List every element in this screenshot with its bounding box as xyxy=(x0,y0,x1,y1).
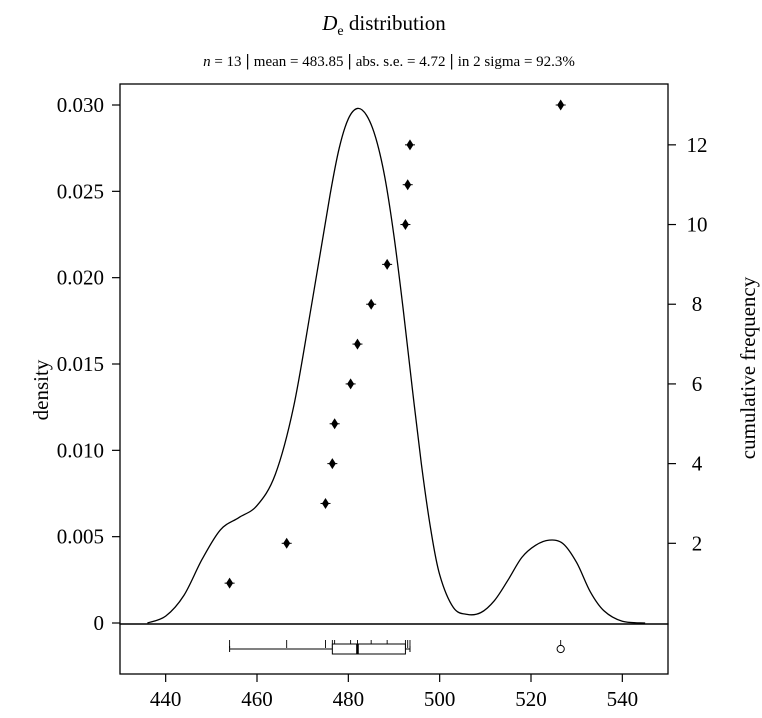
cumulative-point xyxy=(400,219,411,231)
cumulative-points-layer xyxy=(224,99,566,589)
x-tick-label: 460 xyxy=(241,687,273,711)
boxplot-outlier xyxy=(556,644,565,654)
chart-title: De distribution xyxy=(321,11,446,39)
cumulative-point-marker xyxy=(401,219,409,231)
cumulative-point xyxy=(320,497,331,509)
cumulative-point-marker xyxy=(226,577,234,589)
cumulative-point xyxy=(352,338,363,350)
subtitle-mean: mean = 483.85 xyxy=(254,54,344,70)
cumulative-point xyxy=(366,298,377,310)
y-left-tick-label: 0.010 xyxy=(57,438,104,462)
y-right-tick-label: 2 xyxy=(692,531,703,555)
cumulative-point-marker xyxy=(331,418,339,430)
y-right-tick-label: 10 xyxy=(687,213,708,237)
y-left-tick-label: 0.015 xyxy=(57,352,104,376)
y-right-tick-label: 8 xyxy=(692,292,703,316)
cumulative-point-marker xyxy=(404,179,412,191)
y-left-tick-label: 0.025 xyxy=(57,179,104,203)
chart-subtitle: n = 13 | mean = 483.85 | abs. s.e. = 4.7… xyxy=(203,51,575,70)
cumulative-point xyxy=(281,537,292,549)
subtitle-sigma: in 2 sigma = 92.3% xyxy=(458,54,575,70)
y-right-tick-label: 6 xyxy=(692,372,703,396)
axes: 0 0.005 0.010 0.015 0.020 0.025 0.030 2 4 6 8 10 12 4… xyxy=(57,93,708,711)
boxplot-layer xyxy=(229,640,565,655)
cumulative-point xyxy=(382,258,393,270)
plot-frame xyxy=(119,83,669,625)
y-left-tick-label: 0 xyxy=(94,611,105,635)
density-curve-line xyxy=(147,107,646,624)
subtitle-n: = 13 xyxy=(211,54,242,70)
cumulative-point-marker xyxy=(347,378,355,390)
x-tick-label: 440 xyxy=(150,687,182,711)
density-layer xyxy=(147,107,646,624)
cumulative-point-marker xyxy=(406,139,414,151)
title-rest: distribution xyxy=(344,11,447,35)
x-tick-label: 480 xyxy=(333,687,365,711)
title-main: D xyxy=(321,11,337,35)
subtitle-separator: | xyxy=(344,51,356,70)
boxplot-frame xyxy=(119,623,669,675)
cumulative-point xyxy=(555,99,566,111)
cumulative-point xyxy=(327,458,338,470)
subtitle-n-label: n xyxy=(203,54,211,70)
y-right-tick-label: 12 xyxy=(687,133,708,157)
y-left-tick-label: 0.020 xyxy=(57,266,104,290)
y-left-tick-label: 0.005 xyxy=(57,525,104,549)
cumulative-point xyxy=(402,179,413,191)
cumulative-point xyxy=(345,378,356,390)
y-left-tick-label: 0.030 xyxy=(57,93,104,117)
cumulative-point xyxy=(224,577,235,589)
cumulative-point-marker xyxy=(383,258,391,270)
cumulative-point-marker xyxy=(283,537,291,549)
y-axis-label-left: density xyxy=(29,359,53,420)
subtitle-separator: | xyxy=(445,51,457,70)
cumulative-point-marker xyxy=(353,338,361,350)
cumulative-point xyxy=(329,418,340,430)
y-right-tick-label: 4 xyxy=(692,452,703,476)
cumulative-point-marker xyxy=(367,298,375,310)
cumulative-point-marker xyxy=(328,458,336,470)
boxplot-box xyxy=(331,643,406,655)
cumulative-point-marker xyxy=(322,497,329,509)
subtitle-separator: | xyxy=(242,51,254,70)
x-tick-label: 500 xyxy=(424,687,456,711)
subtitle-se: abs. s.e. = 4.72 xyxy=(356,54,446,70)
y-axis-label-right: cumulative frequency xyxy=(736,276,760,459)
cumulative-point xyxy=(404,139,415,151)
x-tick-label: 520 xyxy=(515,687,547,711)
x-tick-label: 540 xyxy=(607,687,639,711)
title-sub: e xyxy=(337,24,343,39)
cumulative-point-marker xyxy=(557,99,565,111)
